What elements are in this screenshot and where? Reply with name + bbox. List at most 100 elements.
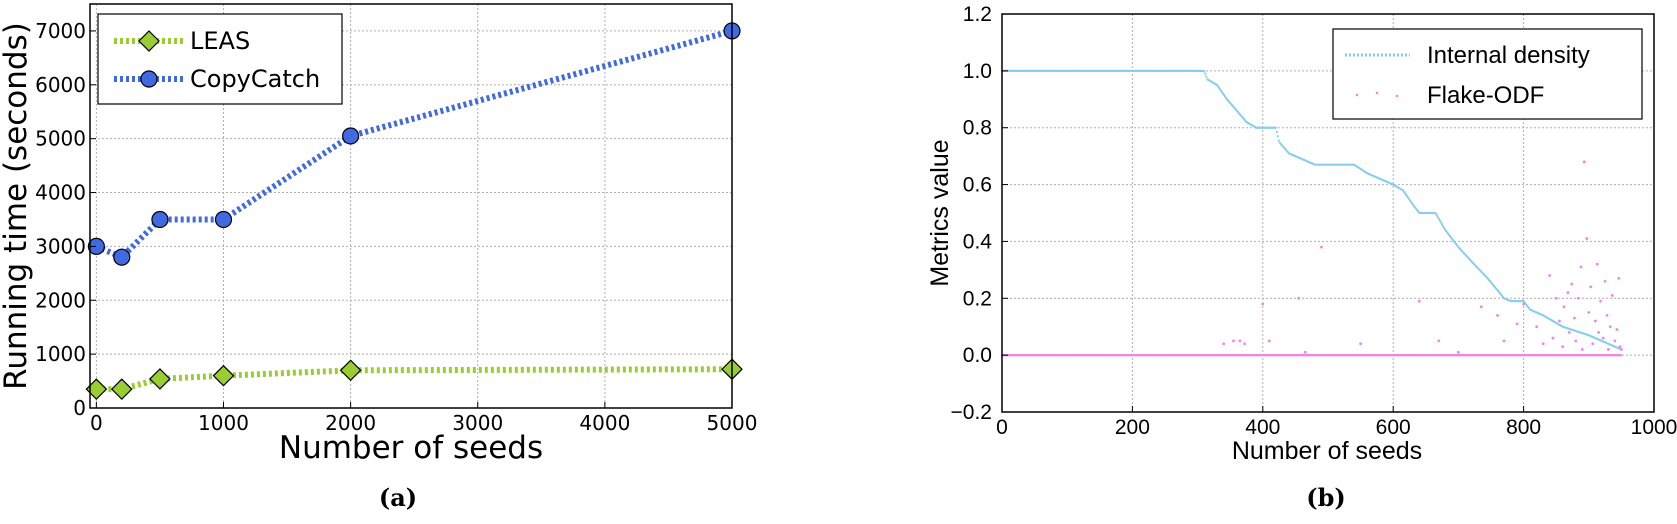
flake-odf-point — [1582, 160, 1586, 164]
flake-odf-point — [1576, 296, 1580, 300]
flake-odf-point — [1610, 294, 1614, 297]
panel-a-xlabel: Number of seeds — [279, 430, 543, 466]
y-tick-label: 1000 — [35, 342, 86, 366]
flake-odf-point — [1589, 285, 1593, 289]
x-tick-label: 3000 — [452, 411, 503, 435]
y-tick-label: 0.4 — [963, 230, 993, 253]
flake-odf-point — [1261, 302, 1265, 306]
flake-odf-point — [1595, 262, 1599, 266]
copycatch-line — [95, 28, 733, 261]
flake-odf-point — [1515, 322, 1519, 326]
flake-odf-point — [1437, 339, 1441, 343]
flake-odf-point — [1457, 350, 1460, 354]
y-tick-label: 0 — [73, 396, 86, 420]
panel-a-ticks: 0 1000 2000 3000 4000 5000 0 1000 2000 3000 4000 50… — [35, 19, 757, 435]
internal-density-point — [1440, 221, 1443, 224]
panel-a-ylabel: Running time (seconds) — [0, 22, 34, 390]
internal-density-point — [1435, 213, 1438, 216]
flake-odf-point — [1567, 331, 1571, 334]
flake-odf-point — [1479, 305, 1483, 309]
legend-copycatch-label: CopyCatch — [190, 65, 320, 93]
flake-odf-point — [1558, 319, 1561, 323]
y-tick-label: 0.0 — [963, 344, 992, 367]
flake-odf-point — [1617, 276, 1621, 280]
panel-b-frame — [1001, 13, 1655, 413]
flake-odf-point — [1579, 265, 1583, 269]
internal-density-point — [1276, 135, 1279, 138]
flake-odf-point — [1562, 305, 1566, 309]
legend-leas-marker — [138, 30, 160, 52]
flake-odf-point — [1548, 274, 1552, 277]
internal-density-point — [1274, 126, 1277, 129]
x-tick-label: 1000 — [1631, 416, 1677, 439]
flake-odf-point — [1238, 339, 1242, 343]
internal-density-point — [1442, 226, 1446, 229]
y-tick-label: 0.2 — [963, 287, 992, 310]
flake-odf-point — [1561, 345, 1565, 349]
leas-point — [212, 364, 235, 387]
flake-odf-point — [1496, 313, 1499, 317]
panel-b-legend: Internal density Flake-ODF — [1332, 28, 1643, 120]
flake-odf-point — [1613, 339, 1617, 343]
flake-odf-point — [1417, 299, 1421, 303]
flake-odf-point — [1608, 325, 1612, 329]
x-tick-label: 0 — [90, 411, 103, 435]
flake-odf-point — [1222, 342, 1226, 346]
internal-density-point — [1441, 223, 1444, 226]
panel-b: 0 200 400 600 800 1000 −0.2 0.0 0.2 0.4 0.6 0.8 1.0 1… — [926, 3, 1677, 512]
y-tick-label: 2000 — [35, 288, 86, 312]
x-tick-label: 4000 — [579, 411, 630, 435]
flake-odf-point — [1267, 339, 1271, 343]
flake-odf-point — [1535, 325, 1539, 329]
panel-a-legend: LEAS CopyCatch — [97, 13, 343, 105]
flake-odf-point — [1554, 296, 1558, 300]
flake-odf-point — [1606, 348, 1610, 351]
flake-odf-point — [1522, 302, 1525, 306]
flake-odf-point — [1574, 339, 1578, 343]
y-tick-label: 0.8 — [963, 117, 992, 140]
internal-density-point — [1205, 75, 1208, 78]
flake-odf-point — [1243, 342, 1246, 346]
internal-density-point — [1275, 130, 1278, 134]
flake-odf-point — [1359, 342, 1362, 346]
y-tick-label: 5000 — [35, 127, 86, 151]
flake-odf-point — [1232, 339, 1235, 343]
internal-density-point — [1438, 218, 1441, 221]
x-tick-label: 200 — [1115, 416, 1150, 439]
flake-odf-point — [1570, 282, 1574, 286]
internal-density-point — [1277, 139, 1280, 142]
flake-odf-point — [1593, 319, 1597, 323]
flake-odf-point — [1580, 348, 1584, 351]
x-tick-label: 800 — [1506, 416, 1541, 439]
flake-odf-point — [1587, 311, 1591, 314]
flake-odf-point — [1320, 245, 1323, 249]
internal-density-point — [1439, 219, 1442, 223]
x-tick-label: 2000 — [325, 411, 376, 435]
copycatch-point — [214, 210, 233, 229]
flake-odf-point — [1573, 316, 1576, 320]
y-tick-label: 1.2 — [963, 3, 992, 26]
flake-odf-point — [1618, 345, 1622, 349]
x-tick-label: 400 — [1245, 416, 1280, 439]
internal-density-point — [1203, 70, 1206, 73]
panel-a-caption: (a) — [379, 483, 417, 512]
flake-odf-point — [1297, 296, 1301, 300]
x-tick-label: 0 — [996, 416, 1008, 439]
legend-flake-odf-marker — [1355, 93, 1359, 97]
y-tick-label: −0.2 — [951, 401, 992, 424]
panel-b-ticks: 0 200 400 600 800 1000 −0.2 0.0 0.2 0.4 0.6 0.8 1.0 1… — [951, 3, 1677, 439]
legend-box — [97, 13, 343, 105]
flake-odf-point — [1615, 328, 1619, 331]
internal-density-point — [1437, 216, 1440, 219]
y-tick-label: 0.6 — [963, 174, 992, 197]
legend-flake-odf-marker — [1395, 94, 1399, 98]
panel-b-series — [1000, 69, 1623, 357]
flake-odf-point — [1585, 237, 1589, 240]
y-tick-label: 6000 — [35, 73, 86, 97]
x-tick-label: 600 — [1376, 416, 1411, 439]
flake-odf-point — [1591, 342, 1595, 346]
x-tick-label: 1000 — [198, 411, 249, 435]
copycatch-point — [113, 248, 131, 266]
y-tick-label: 7000 — [35, 19, 86, 43]
